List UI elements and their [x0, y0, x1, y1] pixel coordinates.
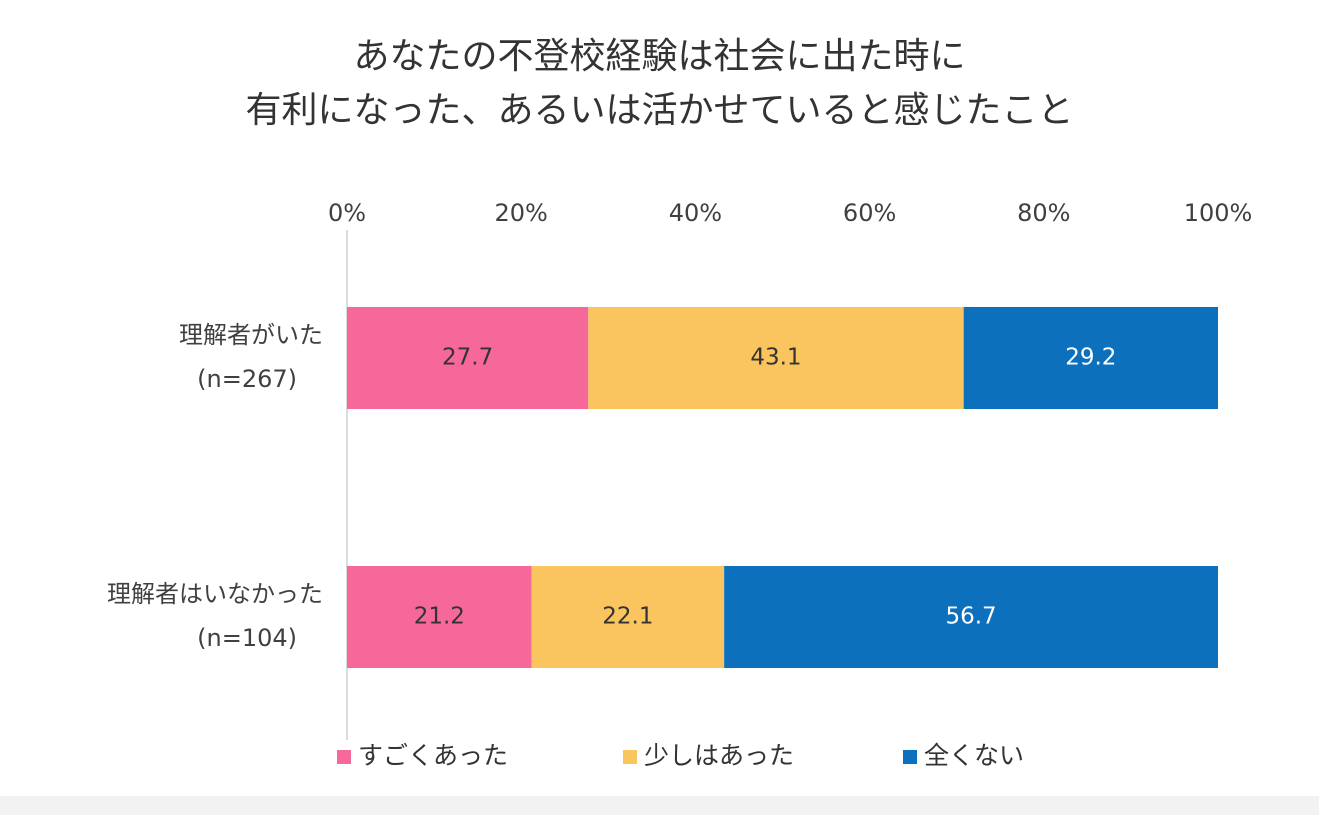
- data-label: 43.1: [750, 345, 801, 371]
- x-tick-label: 40%: [669, 199, 722, 227]
- data-label: 56.7: [945, 604, 996, 630]
- bottom-strip: [0, 796, 1319, 815]
- x-tick-label: 80%: [1017, 199, 1070, 227]
- x-tick-label: 100%: [1184, 199, 1253, 227]
- x-tick-label: 0%: [328, 199, 366, 227]
- bar-segment: [963, 307, 1218, 409]
- chart-title: あなたの不登校経験は社会に出た時に 有利になった、あるいは活かせていると感じたこ…: [0, 30, 1319, 138]
- category-label: 理解者がいた: [179, 321, 323, 349]
- chart-title-line-1: あなたの不登校経験は社会に出た時に: [353, 36, 966, 77]
- bar-segment: [724, 566, 1218, 668]
- chart-title-line-2: 有利になった、あるいは活かせていると感じたこと: [245, 90, 1074, 131]
- bar-segment: [347, 566, 532, 668]
- data-label: 21.2: [414, 604, 465, 630]
- legend-swatch: [623, 750, 637, 764]
- x-tick-label: 20%: [495, 199, 548, 227]
- data-label: 22.1: [602, 604, 653, 630]
- data-label: 29.2: [1065, 345, 1116, 371]
- x-tick-label: 60%: [843, 199, 896, 227]
- legend-swatch: [903, 750, 917, 764]
- bar-segment: [531, 566, 725, 668]
- bar-segment: [588, 307, 964, 409]
- legend-swatch: [337, 750, 351, 764]
- legend-label: すごくあった: [358, 741, 508, 770]
- category-count-label: (n=104): [197, 624, 297, 652]
- data-label: 27.7: [442, 345, 493, 371]
- bar-segment: [347, 307, 589, 409]
- legend-label: 少しはあった: [644, 741, 794, 770]
- legend-label: 全くない: [924, 741, 1024, 770]
- category-label: 理解者はいなかった: [107, 580, 323, 608]
- category-count-label: (n=267): [197, 365, 297, 393]
